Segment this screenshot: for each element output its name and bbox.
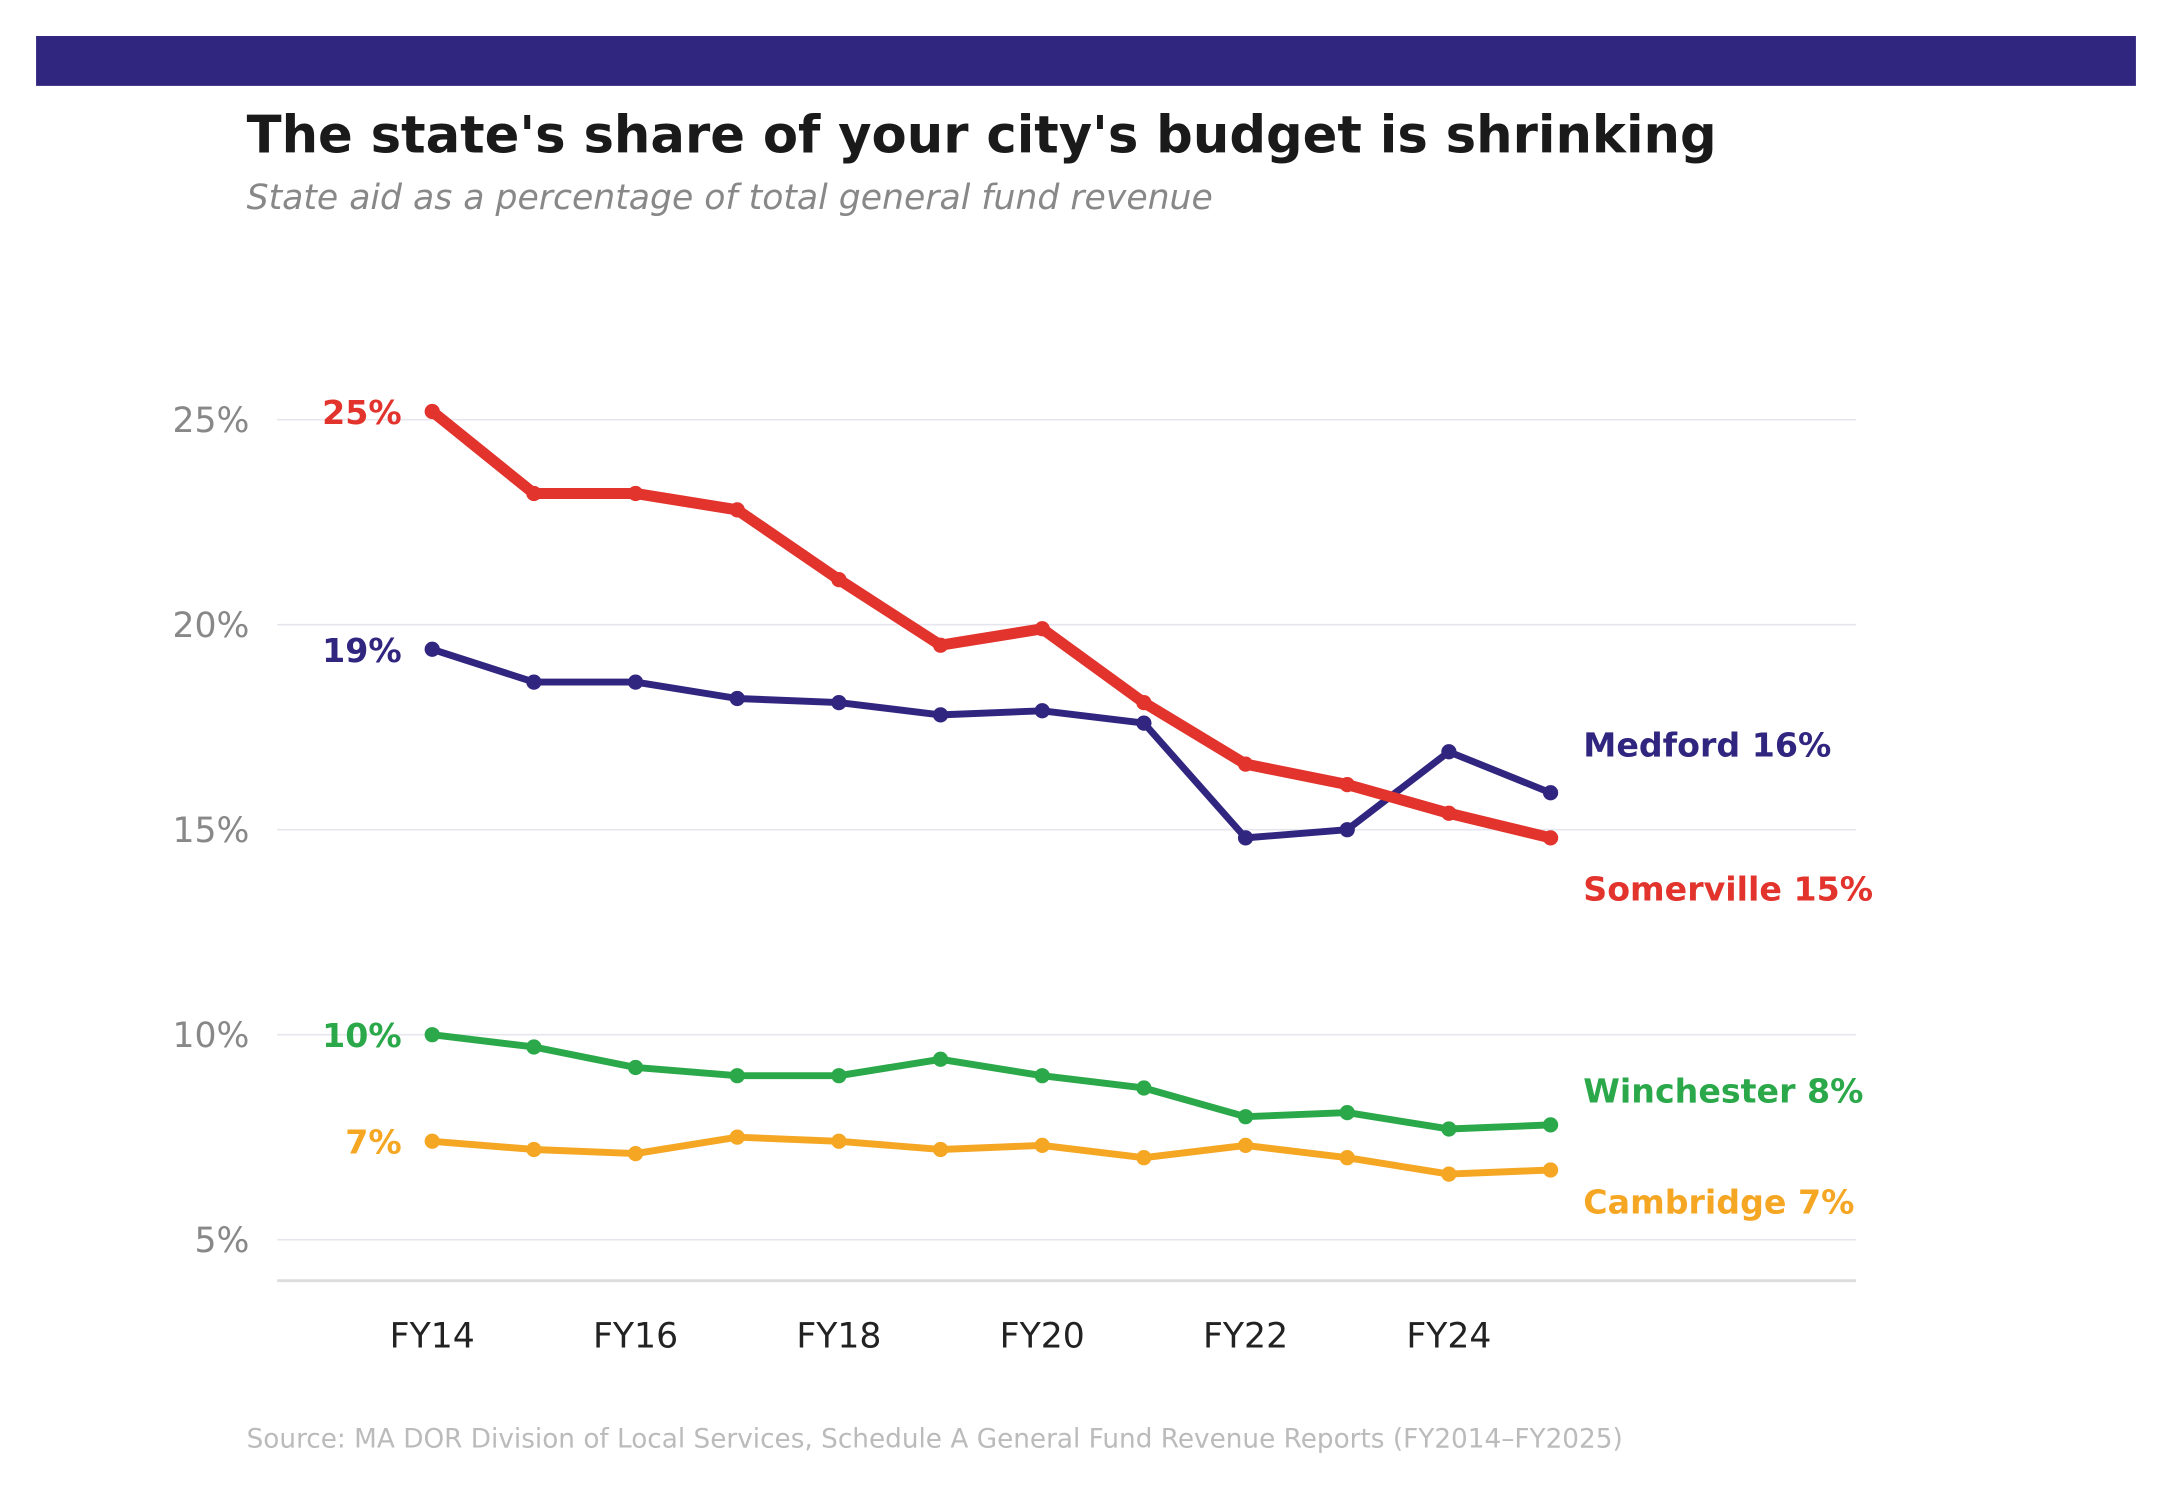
point-cambridge-fy23 — [1339, 1150, 1355, 1166]
point-winchester-fy17 — [729, 1068, 745, 1084]
chart-title: The state's share of your city's budget … — [247, 105, 1717, 165]
point-somerville-fy25 — [1542, 830, 1559, 846]
point-somerville-fy19 — [932, 637, 949, 653]
y-tick-label: 25% — [172, 401, 249, 441]
point-cambridge-fy21 — [1136, 1150, 1152, 1166]
line-cambridge — [431, 1133, 1551, 1178]
point-winchester-fy15 — [526, 1039, 542, 1055]
point-winchester-fy22 — [1237, 1109, 1254, 1125]
point-medford-fy18 — [831, 694, 847, 711]
end-label-winchester: Winchester 8% — [1583, 1072, 1863, 1111]
point-medford-fy20 — [1034, 703, 1050, 719]
start-label-winchester: 10% — [322, 1016, 402, 1055]
series-lines — [424, 403, 1559, 1182]
point-cambridge-fy18 — [831, 1133, 847, 1149]
x-tick-label: FY14 — [390, 1317, 475, 1357]
point-winchester-fy21 — [1136, 1080, 1152, 1096]
x-axis-ticks: FY14 FY16 FY18 FY20 FY22 FY24 — [390, 1317, 1492, 1357]
point-medford-fy14 — [424, 641, 440, 657]
y-tick-label: 15% — [172, 811, 249, 851]
start-label-cambridge: 7% — [345, 1123, 401, 1162]
point-medford-fy24 — [1441, 744, 1457, 760]
source-note: Source: MA DOR Division of Local Service… — [247, 1424, 1623, 1454]
series-winchester — [424, 1027, 1559, 1137]
line-somerville — [428, 407, 1552, 844]
point-somerville-fy14 — [424, 403, 440, 420]
point-winchester-fy25 — [1542, 1117, 1559, 1133]
x-tick-label: FY20 — [1000, 1317, 1085, 1357]
point-somerville-fy23 — [1339, 776, 1355, 793]
point-winchester-fy23 — [1339, 1104, 1355, 1121]
end-label-medford: Medford 16% — [1583, 725, 1831, 764]
line-winchester — [431, 1031, 1551, 1133]
point-cambridge-fy19 — [932, 1141, 949, 1158]
point-somerville-fy21 — [1136, 694, 1152, 711]
point-somerville-fy15 — [526, 485, 542, 502]
point-cambridge-fy16 — [627, 1145, 644, 1162]
point-somerville-fy16 — [627, 485, 644, 502]
series-cambridge — [424, 1129, 1559, 1182]
y-axis-ticks: 5% 10% 15% 20% 25% — [172, 401, 249, 1261]
x-tick-label: FY22 — [1203, 1317, 1288, 1357]
point-medford-fy17 — [729, 690, 745, 707]
point-cambridge-fy14 — [424, 1133, 440, 1149]
point-winchester-fy24 — [1441, 1121, 1457, 1137]
point-medford-fy21 — [1136, 715, 1152, 731]
point-cambridge-fy22 — [1237, 1137, 1254, 1153]
point-medford-fy15 — [526, 674, 542, 690]
top-banner — [36, 36, 2136, 86]
y-tick-label: 10% — [172, 1016, 249, 1056]
start-label-somerville: 25% — [322, 393, 402, 432]
series-somerville — [424, 403, 1559, 846]
point-medford-fy25 — [1542, 785, 1559, 801]
point-somerville-fy22 — [1237, 756, 1254, 772]
chart-subtitle: State aid as a percentage of total gener… — [247, 178, 1213, 218]
line-medford — [431, 645, 1552, 842]
point-somerville-fy18 — [831, 571, 847, 588]
point-medford-fy22 — [1237, 830, 1254, 846]
x-tick-label: FY18 — [796, 1317, 881, 1357]
series-labels: 10% Winchester 8% 7% Cambridge 7% 19% Medford… — [322, 393, 1873, 1221]
point-cambridge-fy24 — [1441, 1166, 1457, 1182]
gridlines — [277, 418, 1857, 1283]
point-winchester-fy14 — [424, 1027, 440, 1043]
series-medford — [424, 641, 1559, 846]
point-winchester-fy16 — [627, 1059, 644, 1076]
point-cambridge-fy15 — [526, 1141, 542, 1158]
point-medford-fy19 — [932, 707, 949, 723]
x-tick-label: FY16 — [593, 1317, 678, 1357]
x-tick-label: FY24 — [1406, 1317, 1491, 1357]
point-medford-fy23 — [1339, 822, 1355, 838]
end-label-cambridge: Cambridge 7% — [1583, 1182, 1854, 1221]
point-somerville-fy17 — [729, 502, 745, 518]
point-winchester-fy19 — [932, 1051, 949, 1067]
point-medford-fy16 — [627, 674, 644, 690]
point-winchester-fy18 — [831, 1068, 847, 1084]
point-winchester-fy20 — [1034, 1068, 1050, 1084]
point-somerville-fy20 — [1034, 621, 1050, 637]
point-cambridge-fy25 — [1542, 1162, 1559, 1178]
point-cambridge-fy20 — [1034, 1137, 1050, 1153]
point-somerville-fy24 — [1441, 805, 1457, 821]
end-label-somerville: Somerville 15% — [1583, 869, 1873, 908]
y-tick-label: 20% — [172, 606, 249, 646]
point-cambridge-fy17 — [729, 1129, 745, 1145]
start-label-medford: 19% — [322, 631, 402, 670]
y-tick-label: 5% — [194, 1221, 249, 1261]
